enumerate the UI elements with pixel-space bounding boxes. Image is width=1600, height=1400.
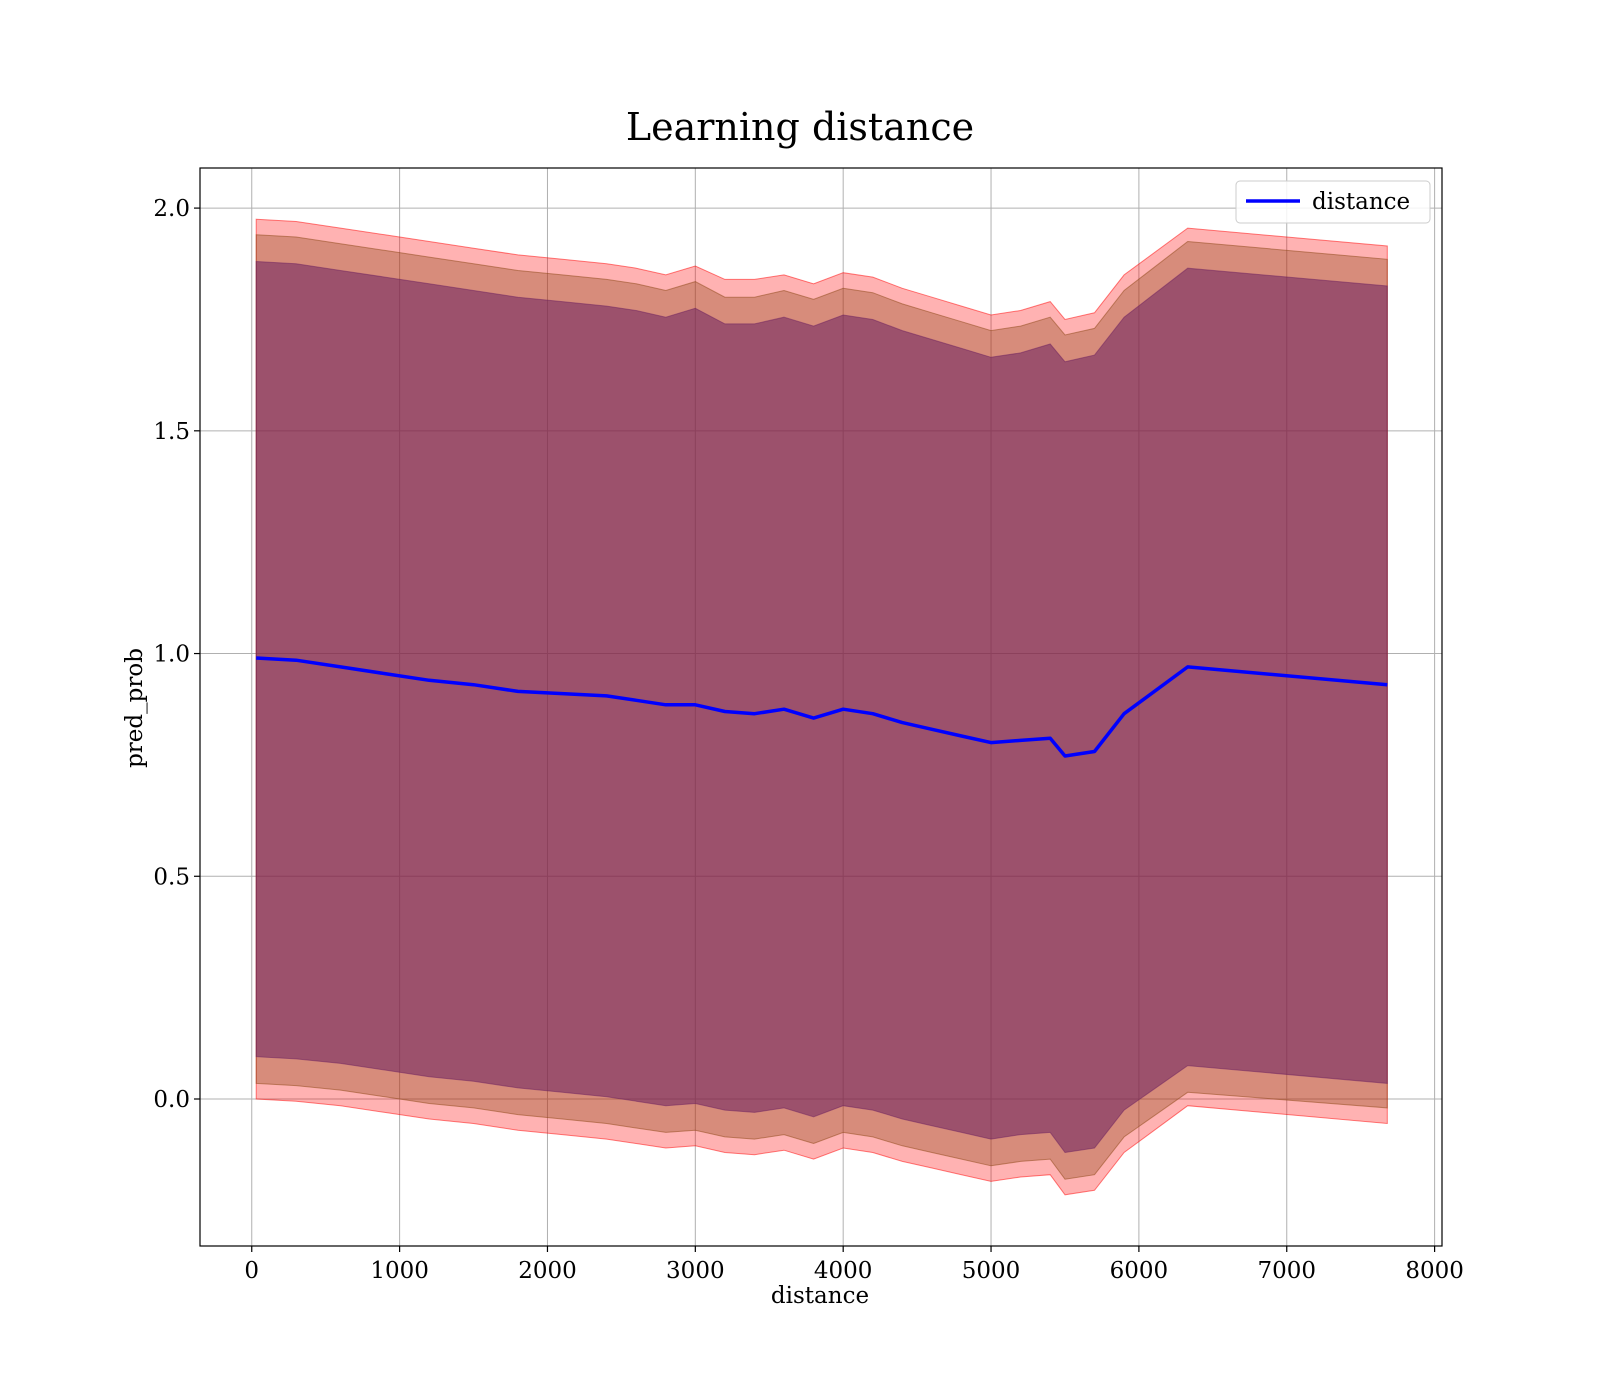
x-tick-label: 7000: [1257, 1258, 1316, 1284]
legend: distance: [1235, 180, 1431, 224]
x-tick-label: 3000: [666, 1258, 725, 1284]
x-tick-label: 5000: [962, 1258, 1021, 1284]
series-line-distance: [256, 656, 1388, 758]
x-axis-ticks: 0 1000 2000 3000 4000 5000 6000 7000 8000: [244, 1246, 1464, 1284]
plot-frame: [199, 167, 1443, 1247]
x-tick-label: 4000: [814, 1258, 873, 1284]
y-tick-label: 0.0: [153, 1087, 190, 1113]
confidence-bands: [255, 218, 1388, 1196]
y-tick-label: 1.0: [153, 642, 190, 668]
y-tick-label: 1.5: [153, 419, 190, 445]
y-axis-ticks: 0.0 0.5 1.0 1.5 2.0: [153, 196, 200, 1113]
x-tick-label: 1000: [370, 1258, 429, 1284]
series-lines: [256, 656, 1388, 758]
confidence-band-3: [255, 260, 1388, 1154]
legend-box: [1235, 180, 1431, 224]
x-tick-label: 0: [244, 1258, 259, 1284]
x-tick-label: 2000: [518, 1258, 577, 1284]
y-tick-label: 0.5: [153, 864, 190, 890]
x-tick-label: 6000: [1110, 1258, 1169, 1284]
y-tick-label: 2.0: [153, 196, 190, 222]
x-axis-label: distance: [771, 1283, 869, 1309]
y-axis-label: pred_prob: [122, 648, 148, 768]
legend-label: distance: [1312, 189, 1410, 215]
chart-title: Learning distance: [626, 105, 974, 149]
x-tick-label: 8000: [1405, 1258, 1464, 1284]
